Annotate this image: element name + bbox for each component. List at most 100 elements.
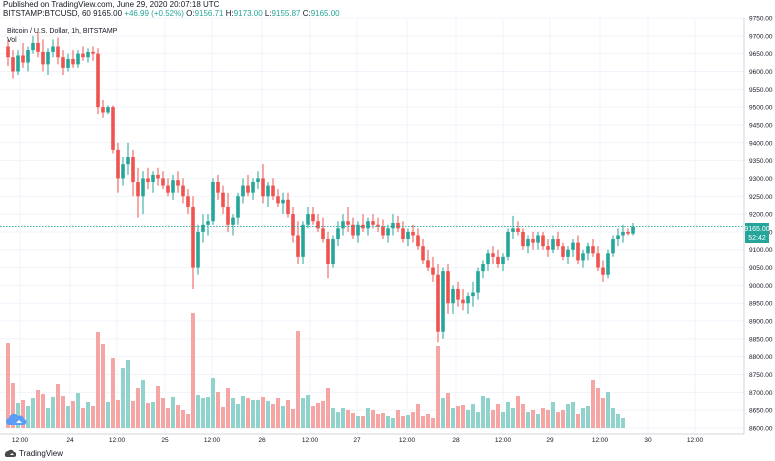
volume-bar xyxy=(126,360,130,428)
y-tick-label: 8800.00 xyxy=(749,354,773,361)
candle-body xyxy=(136,182,140,197)
volume-bar xyxy=(56,384,60,428)
candle-body xyxy=(396,223,400,229)
price-chart[interactable]: 9750.00 9700.00 9650.00 9600.00 9550.00 9500.… xyxy=(0,0,775,445)
symbol-label: BITSTAMP:BTCUSD, 60 xyxy=(3,9,91,18)
volume-bar xyxy=(186,414,190,428)
candle-body xyxy=(266,185,270,197)
candle-body xyxy=(121,164,125,179)
candle-body xyxy=(586,246,590,254)
volume-bar xyxy=(221,407,225,428)
volume-bar xyxy=(366,408,370,428)
y-tick-label: 9300.00 xyxy=(749,176,773,183)
candle-body xyxy=(81,53,85,58)
open-label: O: xyxy=(186,9,195,18)
volume-bar xyxy=(481,396,485,428)
candle-body xyxy=(126,157,130,165)
candle-body xyxy=(321,228,325,240)
candle-body xyxy=(421,246,425,261)
candle-body xyxy=(316,221,320,229)
candle-body xyxy=(341,221,345,229)
candle-body xyxy=(281,199,285,204)
volume-bar xyxy=(536,414,540,428)
candle-body xyxy=(71,59,75,65)
candle-body xyxy=(571,242,575,250)
tradingview-logo-icon xyxy=(4,449,16,457)
volume-bar xyxy=(326,388,330,428)
candle-body xyxy=(141,178,145,197)
volume-bar xyxy=(581,408,585,428)
high-value: 9173.00 xyxy=(233,9,263,18)
candle-body xyxy=(186,196,190,207)
volume-bar xyxy=(516,396,520,428)
candle-body xyxy=(156,174,160,179)
candle-body xyxy=(581,253,585,261)
candle-body xyxy=(561,246,565,257)
volume-bar xyxy=(316,403,320,428)
close-value: 9165.00 xyxy=(310,9,340,18)
candle-body xyxy=(246,185,250,193)
volume-bar xyxy=(341,408,345,428)
volume-bar xyxy=(526,412,530,428)
volume-bar xyxy=(576,414,580,428)
price-badge-countdown: 52:42 xyxy=(748,235,766,242)
volume-bar xyxy=(406,415,410,428)
x-tick-label: 12:00 xyxy=(204,437,221,444)
change-label: +46.99 (+0.52%) xyxy=(124,9,184,18)
volume-bar xyxy=(101,344,105,428)
price-badge-bg xyxy=(745,223,769,243)
candle-body xyxy=(151,174,155,182)
candle-body xyxy=(236,196,240,218)
volume-bar xyxy=(181,410,185,428)
volume-bar xyxy=(446,393,450,428)
chart-legend-title: Bitcoin / U.S. Dollar, 1h, BITSTAMP xyxy=(7,28,118,35)
volume-bar xyxy=(511,408,515,428)
last-price-label: 9165.00 xyxy=(93,9,123,18)
volume-bar xyxy=(611,408,615,428)
volume-bar xyxy=(16,403,20,428)
candle-body xyxy=(576,242,580,261)
volume-bar xyxy=(466,410,470,428)
volume-bar xyxy=(31,398,35,428)
candle-body xyxy=(441,271,445,332)
x-tick-label: 12:00 xyxy=(302,437,319,444)
footer-brand: TradingView xyxy=(19,448,64,458)
candle-body xyxy=(191,206,195,268)
volume-bar xyxy=(121,368,125,428)
volume-bar xyxy=(351,413,355,428)
candle-body xyxy=(541,235,545,247)
candle-body xyxy=(161,178,165,186)
candle-body xyxy=(616,235,620,240)
volume-bar xyxy=(541,408,545,428)
candle-body xyxy=(551,239,555,250)
volume-bar xyxy=(621,418,625,428)
candle-body xyxy=(381,226,385,236)
candle-body xyxy=(331,239,335,264)
volume-bar xyxy=(606,392,610,428)
candle-body xyxy=(416,235,420,247)
volume-bar xyxy=(346,410,350,428)
volume-bar xyxy=(41,394,45,428)
candle-body xyxy=(146,178,150,182)
volume-bar xyxy=(261,397,265,428)
volume-bar xyxy=(271,404,275,428)
candle-body xyxy=(566,249,570,257)
candle-body xyxy=(481,264,485,272)
volume-bar xyxy=(96,332,100,428)
open-value: 9156.71 xyxy=(194,9,224,18)
candle-body xyxy=(11,57,15,72)
volume-bar xyxy=(211,378,215,428)
volume-bar xyxy=(501,412,505,428)
volume-bar xyxy=(416,404,420,428)
volume-bar xyxy=(106,402,110,428)
candle-body xyxy=(271,185,275,197)
volume-bar xyxy=(386,416,390,428)
candle-body xyxy=(261,178,265,197)
volume-bar xyxy=(51,397,55,428)
candle-body xyxy=(591,246,595,254)
volume-bar xyxy=(166,408,170,428)
volume-bar xyxy=(81,408,85,428)
cloud-icon[interactable] xyxy=(5,413,27,426)
volume-bar xyxy=(601,398,605,428)
candle-body xyxy=(601,267,605,275)
